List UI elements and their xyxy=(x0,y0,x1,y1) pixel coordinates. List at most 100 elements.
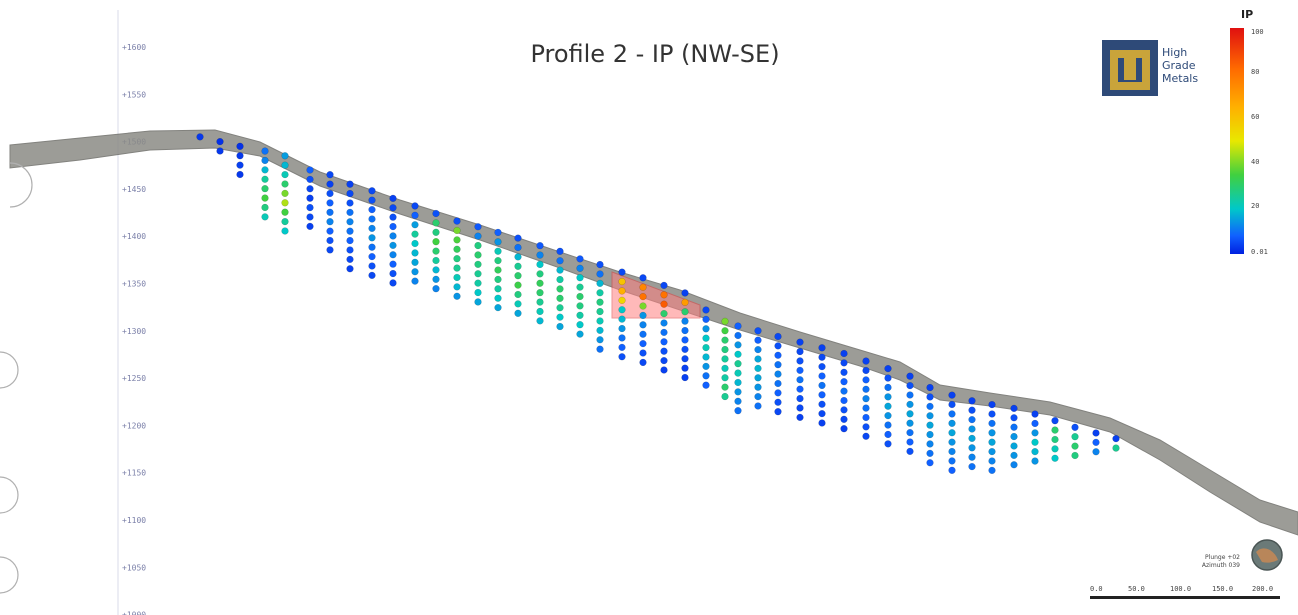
scale-label-200: 200.0 xyxy=(1252,585,1274,593)
ip-point xyxy=(734,388,742,396)
ip-point xyxy=(681,345,689,354)
ip-point xyxy=(796,357,804,365)
ip-point xyxy=(660,300,668,308)
orientation-text: Plunge +02 Azimuth 039 xyxy=(1170,554,1240,570)
ip-point xyxy=(968,397,976,405)
ip-point xyxy=(576,321,584,329)
ip-point xyxy=(432,209,440,218)
ip-point xyxy=(261,194,269,202)
ip-point xyxy=(474,223,482,231)
ip-point xyxy=(988,400,996,409)
ip-point xyxy=(514,272,522,280)
ip-point xyxy=(906,391,914,399)
anomaly-polygon xyxy=(611,271,701,319)
y-tick-label: +1300 xyxy=(122,327,146,336)
ip-point xyxy=(774,408,782,416)
ip-point xyxy=(411,277,419,285)
ip-point xyxy=(556,294,564,302)
ip-point xyxy=(1051,435,1059,444)
ip-point xyxy=(926,412,934,420)
y-tick-label: +1150 xyxy=(122,469,146,478)
ip-point xyxy=(660,309,668,318)
ip-point xyxy=(884,374,892,382)
ip-point xyxy=(346,189,354,198)
ip-point xyxy=(639,302,647,310)
ip-point xyxy=(389,232,397,240)
ip-point xyxy=(774,370,782,378)
ip-point xyxy=(389,251,397,259)
ip-point xyxy=(1031,457,1039,465)
ip-point xyxy=(988,438,996,446)
ip-point xyxy=(796,338,804,346)
ip-point xyxy=(556,285,564,293)
ip-point xyxy=(734,397,742,405)
ip-point xyxy=(474,251,482,259)
ip-point xyxy=(926,459,934,467)
ip-point xyxy=(281,161,289,169)
ip-point xyxy=(818,344,826,352)
ip-point xyxy=(702,306,710,314)
ip-point xyxy=(796,385,804,393)
ip-point xyxy=(618,353,626,361)
ip-point xyxy=(411,249,419,257)
ip-point xyxy=(618,287,626,295)
ip-point xyxy=(494,294,502,302)
ip-point xyxy=(368,262,376,270)
ip-point xyxy=(261,156,269,165)
ip-point xyxy=(660,319,668,327)
ip-point xyxy=(261,175,269,183)
ip-point xyxy=(306,203,314,212)
ip-point xyxy=(326,227,334,235)
ip-point xyxy=(884,411,892,420)
scale-label-50: 50.0 xyxy=(1128,585,1145,593)
ip-point xyxy=(216,147,224,155)
ip-point xyxy=(1031,410,1039,418)
ip-point xyxy=(734,378,742,387)
ip-point xyxy=(306,222,314,231)
ip-point xyxy=(906,410,914,418)
ip-point xyxy=(639,339,647,348)
ip-point xyxy=(326,246,334,254)
ip-point xyxy=(660,338,668,346)
ip-point xyxy=(639,283,647,291)
ip-point xyxy=(862,404,870,412)
ip-point xyxy=(368,243,376,251)
scale-bar xyxy=(1090,596,1280,599)
ip-point xyxy=(281,152,289,160)
ip-point xyxy=(721,327,729,335)
ip-point xyxy=(862,366,870,375)
ip-point xyxy=(796,366,804,375)
ip-point xyxy=(1071,451,1079,460)
ip-point xyxy=(432,266,440,274)
logo-text: High Grade Metals xyxy=(1162,46,1198,85)
ip-point xyxy=(681,298,689,307)
ip-point xyxy=(326,199,334,207)
ip-point xyxy=(556,266,564,274)
ip-point xyxy=(862,395,870,403)
ip-point xyxy=(196,133,204,141)
ip-point xyxy=(862,413,870,422)
y-tick-label: +1050 xyxy=(122,563,146,572)
ip-point xyxy=(840,387,848,395)
chart-title: Profile 2 - IP (NW-SE) xyxy=(530,40,780,68)
ip-point xyxy=(988,429,996,437)
ip-point xyxy=(968,406,976,414)
ip-point xyxy=(639,330,647,338)
ip-point xyxy=(1071,442,1079,450)
ip-point xyxy=(660,356,668,365)
ip-point xyxy=(281,227,289,235)
ip-point xyxy=(261,147,269,155)
colorbar xyxy=(1230,28,1244,254)
ip-point xyxy=(681,326,689,335)
ip-point xyxy=(660,328,668,337)
ip-point xyxy=(1051,426,1059,434)
ip-point xyxy=(411,268,419,276)
ip-point xyxy=(968,434,976,443)
ip-point xyxy=(474,260,482,268)
ip-point xyxy=(514,253,522,261)
ip-point xyxy=(596,270,604,278)
ip-point xyxy=(326,189,334,198)
ip-point xyxy=(368,234,376,242)
ip-point xyxy=(702,372,710,380)
ip-point xyxy=(774,351,782,359)
